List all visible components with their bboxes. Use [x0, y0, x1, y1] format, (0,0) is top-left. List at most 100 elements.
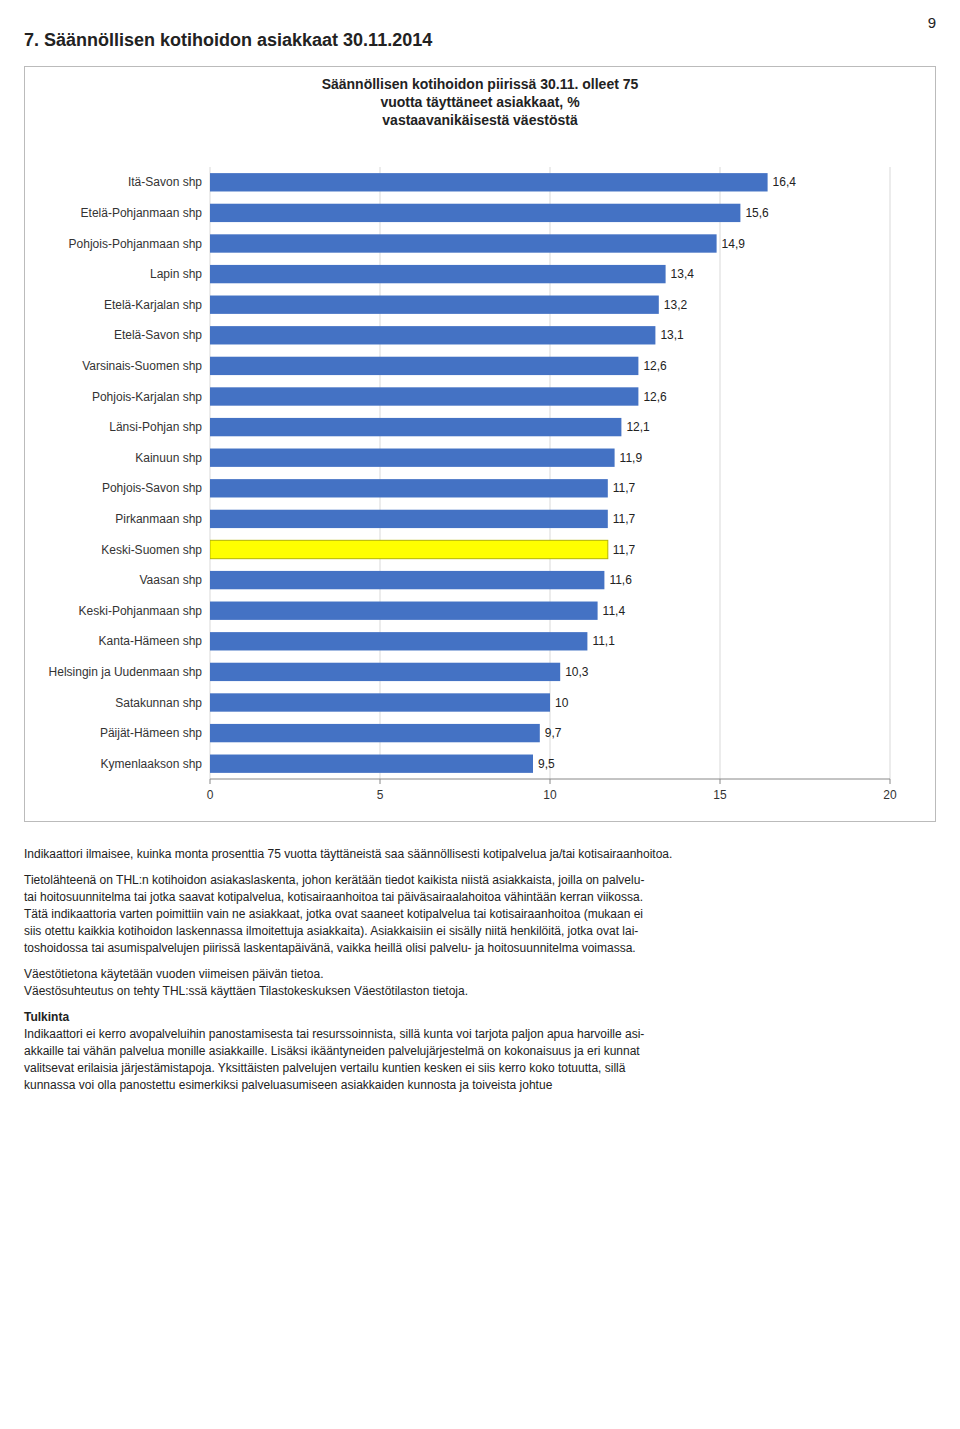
bar [210, 418, 621, 436]
x-tick [720, 779, 721, 784]
data-label: 11,4 [603, 604, 626, 618]
y-tick-label: Itä-Savon shp [128, 175, 202, 189]
bar [210, 663, 560, 681]
data-label: 12,1 [626, 420, 650, 434]
y-tick-label: Helsingin ja Uudenmaan shp [49, 665, 203, 679]
data-label: 13,1 [660, 328, 684, 342]
y-tick-label: Etelä-Karjalan shp [104, 298, 202, 312]
text-line: tai hoitosuunnitelma tai jotka saavat ko… [24, 889, 940, 906]
data-label: 11,6 [609, 573, 632, 587]
y-tick-label: Pohjois-Pohjanmaan shp [69, 237, 203, 251]
y-tick-label: Pirkanmaan shp [115, 512, 202, 526]
bar [210, 755, 533, 773]
data-label: 10 [555, 696, 569, 710]
data-label: 9,5 [538, 757, 555, 771]
text-paragraph: Indikaattori ilmaisee, kuinka monta pros… [24, 846, 940, 863]
data-labels: 16,4 15,6 14,9 13,4 13,2 13,1 12,6 12,6 12,1 11,9… [538, 175, 796, 770]
grid-line [380, 167, 381, 779]
x-tick-label: 20 [883, 788, 897, 802]
data-label: 11,9 [620, 451, 643, 465]
text-line: siis otettu kaikkia kotihoidon laskennas… [24, 923, 940, 940]
data-label: 11,7 [613, 543, 636, 557]
data-label: 15,6 [745, 206, 769, 220]
bar [210, 724, 540, 742]
y-tick-label: Kymenlaakson shp [101, 757, 203, 771]
text-paragraph: TulkintaIndikaattori ei kerro avopalvelu… [24, 1009, 940, 1094]
x-tick-label: 0 [207, 788, 214, 802]
data-label: 13,4 [671, 267, 695, 281]
x-axis: 0 5 10 15 20 [207, 779, 897, 802]
data-label: 12,6 [643, 359, 667, 373]
y-tick-label: Länsi-Pohjan shp [109, 420, 202, 434]
chart-title-line: Säännöllisen kotihoidon piirissä 30.11. … [322, 76, 639, 92]
y-tick-label: Satakunnan shp [115, 696, 202, 710]
text-paragraph: Tietolähteenä on THL:n kotihoidon asiaka… [24, 872, 940, 957]
y-tick-label: Kanta-Hämeen shp [99, 634, 203, 648]
data-label: 9,7 [545, 726, 562, 740]
text-line: Väestötietona käytetään vuoden viimeisen… [24, 966, 940, 983]
bar [210, 265, 666, 283]
y-tick-label: Keski-Pohjanmaan shp [79, 604, 203, 618]
bar [210, 602, 598, 620]
bars [210, 173, 768, 773]
data-label: 12,6 [643, 390, 667, 404]
text-line: Väestösuhteutus on tehty THL:ssä käyttäe… [24, 983, 940, 1000]
text-line: Indikaattori ei kerro avopalveluihin pan… [24, 1026, 940, 1043]
y-tick-label: Vaasan shp [140, 573, 203, 587]
grid-line [550, 167, 551, 779]
bar [210, 540, 608, 558]
grid-line [890, 167, 891, 779]
y-tick-label: Päijät-Hämeen shp [100, 726, 202, 740]
y-tick-label: Keski-Suomen shp [101, 543, 202, 557]
y-tick-label: Lapin shp [150, 267, 202, 281]
main-title: 7. Säännöllisen kotihoidon asiakkaat 30.… [24, 30, 432, 51]
bar [210, 387, 638, 405]
data-label: 16,4 [773, 175, 797, 189]
bar [210, 693, 550, 711]
bar [210, 173, 768, 191]
text-line: toshoidossa tai asumispalvelujen piiriss… [24, 940, 940, 957]
grid [210, 167, 890, 779]
text-line: Tätä indikaattoria varten poimittiin vai… [24, 906, 940, 923]
page-number: 9 [928, 14, 936, 31]
text-line: Indikaattori ilmaisee, kuinka monta pros… [24, 846, 940, 863]
y-axis: Itä-Savon shp Etelä-Pohjanmaan shp Pohjois… [49, 175, 203, 770]
text-area: Indikaattori ilmaisee, kuinka monta pros… [24, 846, 940, 1103]
data-label: 14,9 [722, 237, 746, 251]
x-tick [380, 779, 381, 784]
x-tick-label: 10 [543, 788, 557, 802]
x-tick-label: 15 [713, 788, 727, 802]
x-tick [550, 779, 551, 784]
bar [210, 632, 587, 650]
grid-line [720, 167, 721, 779]
x-tick [890, 779, 891, 784]
bar [210, 357, 638, 375]
chart-box: Säännöllisen kotihoidon piirissä 30.11. … [24, 66, 936, 822]
chart-title: Säännöllisen kotihoidon piirissä 30.11. … [322, 76, 639, 128]
y-tick-label: Etelä-Pohjanmaan shp [81, 206, 203, 220]
page: {"page_number": "9", "title": "7. Säännö… [0, 0, 960, 1429]
bar [210, 449, 615, 467]
data-label: 13,2 [664, 298, 688, 312]
text-heading: Tulkinta [24, 1009, 940, 1026]
x-tick-label: 5 [377, 788, 384, 802]
grid-line [210, 167, 211, 779]
x-tick [210, 779, 211, 784]
text-paragraph: Väestötietona käytetään vuoden viimeisen… [24, 966, 940, 1000]
y-tick-label: Kainuun shp [135, 451, 202, 465]
bar [210, 571, 604, 589]
chart-svg: Säännöllisen kotihoidon piirissä 30.11. … [25, 67, 935, 821]
bar [210, 234, 717, 252]
y-tick-label: Varsinais-Suomen shp [82, 359, 202, 373]
text-line: akkaille tai vähän palvelua monille asia… [24, 1043, 940, 1060]
bar [210, 326, 655, 344]
bar [210, 296, 659, 314]
bar [210, 510, 608, 528]
chart-title-line: vuotta täyttäneet asiakkaat, % [380, 94, 580, 110]
bar [210, 479, 608, 497]
y-tick-label: Pohjois-Karjalan shp [92, 390, 202, 404]
data-label: 11,1 [592, 634, 615, 648]
y-tick-label: Etelä-Savon shp [114, 328, 202, 342]
data-label: 10,3 [565, 665, 589, 679]
chart-title-line: vastaavanikäisestä väestöstä [382, 112, 578, 128]
